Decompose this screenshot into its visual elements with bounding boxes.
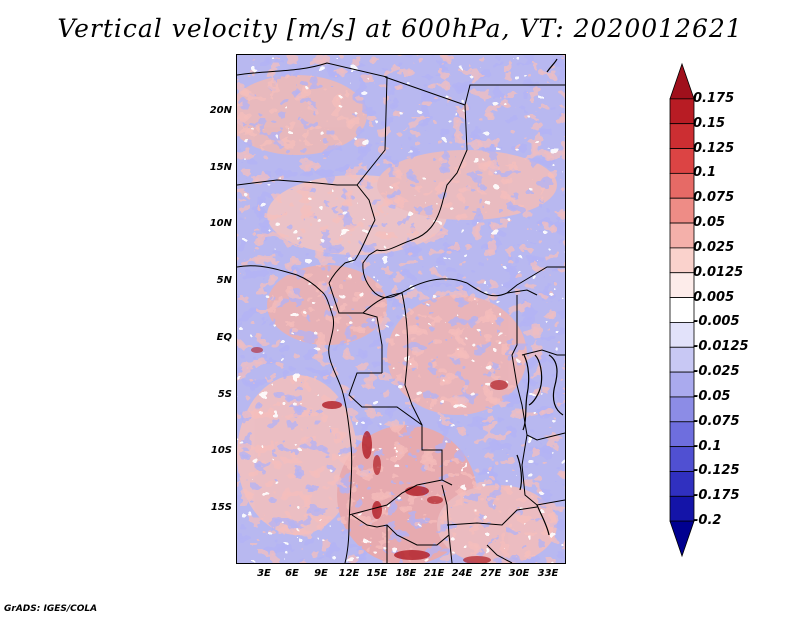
- political-borders: [237, 62, 565, 563]
- colorbar-swatch: [669, 346, 695, 373]
- colorbar-swatch: [669, 446, 695, 472]
- lakes: [516, 58, 564, 536]
- lat-label: 10S: [210, 445, 232, 456]
- colorbar-label: 0.075: [693, 190, 735, 206]
- colorbar-swatch: [669, 247, 695, 274]
- colorbar-label: -0.025: [693, 364, 740, 380]
- strong-updraft-cells: [251, 347, 508, 563]
- lon-label: 6E: [285, 568, 299, 579]
- lon-label: 30E: [508, 568, 530, 579]
- vertical-velocity-map: [236, 54, 566, 564]
- map-title: Vertical velocity [m/s] at 600hPa, VT: 2…: [57, 14, 743, 43]
- colorbar-swatch: [669, 421, 695, 448]
- colorbar-swatch: [669, 123, 695, 149]
- lon-label: 18E: [395, 568, 417, 579]
- lon-label: 15E: [366, 568, 388, 579]
- colorbar-label: -0.075: [693, 413, 740, 429]
- colorbar-label: 0.175: [693, 90, 735, 106]
- colorbar-label: -0.1: [693, 438, 722, 454]
- colorbar-label: 0.05: [693, 215, 726, 231]
- lat-label: EQ: [216, 332, 232, 343]
- colorbar-label: -0.05: [693, 388, 731, 404]
- colorbar-label: -0.125: [693, 463, 740, 479]
- lon-label: 33E: [537, 568, 559, 579]
- colorbar-label: 0.005: [693, 289, 735, 305]
- colorbar-label: 0.125: [693, 140, 735, 156]
- lat-label: 15N: [209, 162, 232, 173]
- lon-label: 24E: [451, 568, 473, 579]
- lon-label: 9E: [314, 568, 328, 579]
- colorbar-swatch: [669, 172, 695, 199]
- colorbar-swatch: [669, 197, 695, 224]
- colorbar: [669, 62, 695, 558]
- colorbar-label: -0.005: [693, 314, 740, 330]
- colorbar-swatch: [669, 471, 695, 497]
- colorbar-swatch: [669, 520, 695, 558]
- colorbar-label: 0.025: [693, 239, 735, 255]
- lat-label: 5N: [216, 275, 232, 286]
- lon-label: 12E: [338, 568, 360, 579]
- lat-label: 5S: [217, 389, 232, 400]
- lon-label: 27E: [480, 568, 502, 579]
- colorbar-label: -0.175: [693, 488, 740, 504]
- lon-label: 21E: [423, 568, 445, 579]
- lat-label: 10N: [209, 218, 232, 229]
- lat-label: 15S: [210, 502, 232, 513]
- colorbar-label: 0.15: [693, 115, 726, 131]
- colorbar-swatch: [669, 222, 695, 249]
- map-canvas: [237, 55, 565, 563]
- colorbar-swatch: [669, 322, 695, 348]
- colorbar-label: -0.2: [693, 513, 722, 529]
- colorbar-label: 0.1: [693, 165, 717, 181]
- lon-label: 3E: [257, 568, 271, 579]
- colorbar-label: -0.0125: [693, 339, 749, 355]
- colorbar-swatch: [669, 272, 695, 298]
- field-neutral-texture: [237, 55, 565, 563]
- colorbar-swatch: [669, 396, 695, 423]
- footer-credit: GrADS: IGES/COLA: [4, 604, 98, 614]
- colorbar-swatch: [669, 371, 695, 398]
- colorbar-label: 0.0125: [693, 264, 744, 280]
- colorbar-swatch: [669, 98, 695, 125]
- colorbar-swatch: [669, 62, 695, 100]
- colorbar-swatch: [669, 495, 695, 522]
- colorbar-swatch: [669, 148, 695, 174]
- colorbar-swatch: [669, 297, 695, 323]
- lat-label: 20N: [209, 105, 232, 116]
